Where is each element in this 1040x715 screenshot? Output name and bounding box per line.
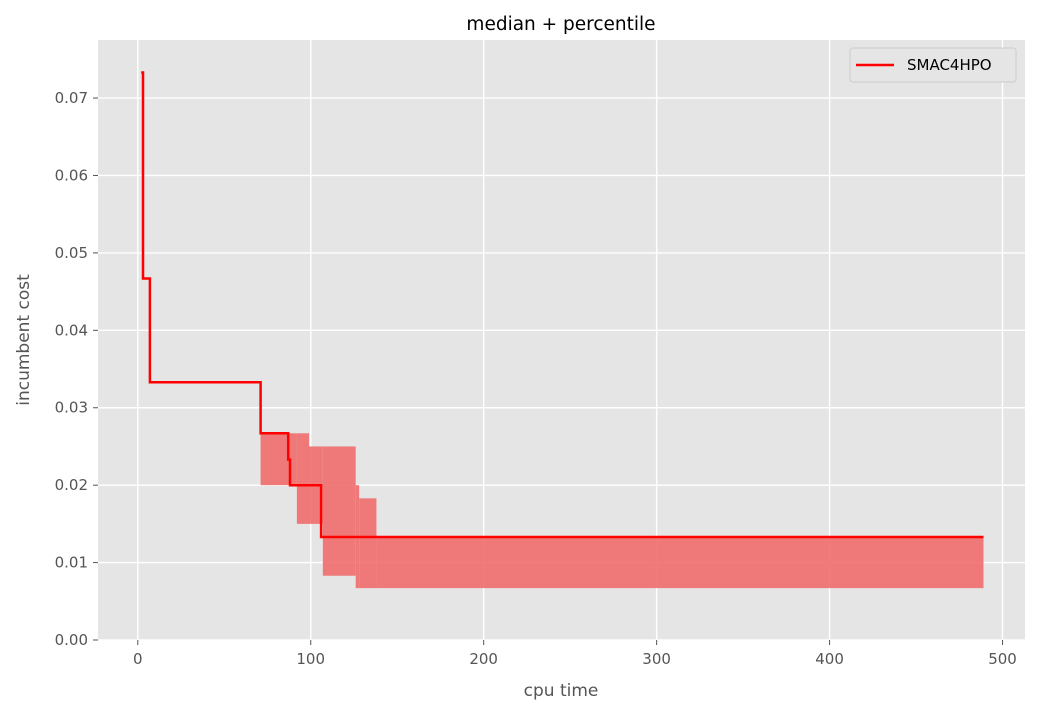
y-tick-label: 0.05 bbox=[55, 244, 88, 262]
percentile-band bbox=[260, 433, 984, 589]
y-tick-label: 0.07 bbox=[55, 89, 88, 107]
percentile-band-segment bbox=[359, 498, 377, 589]
y-tick-label: 0.06 bbox=[55, 166, 88, 184]
y-tick-label: 0.04 bbox=[55, 321, 88, 339]
x-tick-label: 200 bbox=[469, 650, 498, 668]
y-axis: 0.00 0.01 0.02 0.03 0.04 0.05 0.06 0.07 bbox=[55, 89, 98, 649]
percentile-band-segment bbox=[322, 446, 354, 576]
y-tick-label: 0.03 bbox=[55, 399, 88, 417]
legend-label: SMAC4HPO bbox=[907, 56, 992, 74]
x-tick-label: 0 bbox=[133, 650, 143, 668]
x-tick-label: 400 bbox=[815, 650, 844, 668]
percentile-band-segment bbox=[260, 433, 297, 486]
y-tick-label: 0.01 bbox=[55, 554, 88, 572]
series-layer bbox=[141, 71, 984, 539]
percentile-band-segment bbox=[353, 446, 356, 576]
x-axis-label: cpu time bbox=[524, 681, 599, 701]
y-tick-label: 0.02 bbox=[55, 476, 88, 494]
series-line-smac4hpo bbox=[141, 71, 984, 539]
x-tick-label: 100 bbox=[296, 650, 325, 668]
x-tick-label: 300 bbox=[642, 650, 671, 668]
y-axis-label: incumbent cost bbox=[14, 274, 34, 406]
legend-box bbox=[849, 47, 1017, 83]
legend: SMAC4HPO bbox=[849, 47, 1017, 83]
grid bbox=[98, 40, 1025, 641]
y-tick-label: 0.00 bbox=[55, 631, 88, 649]
x-axis: 0 100 200 300 400 500 bbox=[133, 640, 1017, 668]
x-tick-label: 500 bbox=[988, 650, 1017, 668]
percentile-band-segment bbox=[376, 537, 984, 589]
percentile-band-segment bbox=[296, 433, 309, 524]
chart-title: median + percentile bbox=[466, 14, 655, 35]
